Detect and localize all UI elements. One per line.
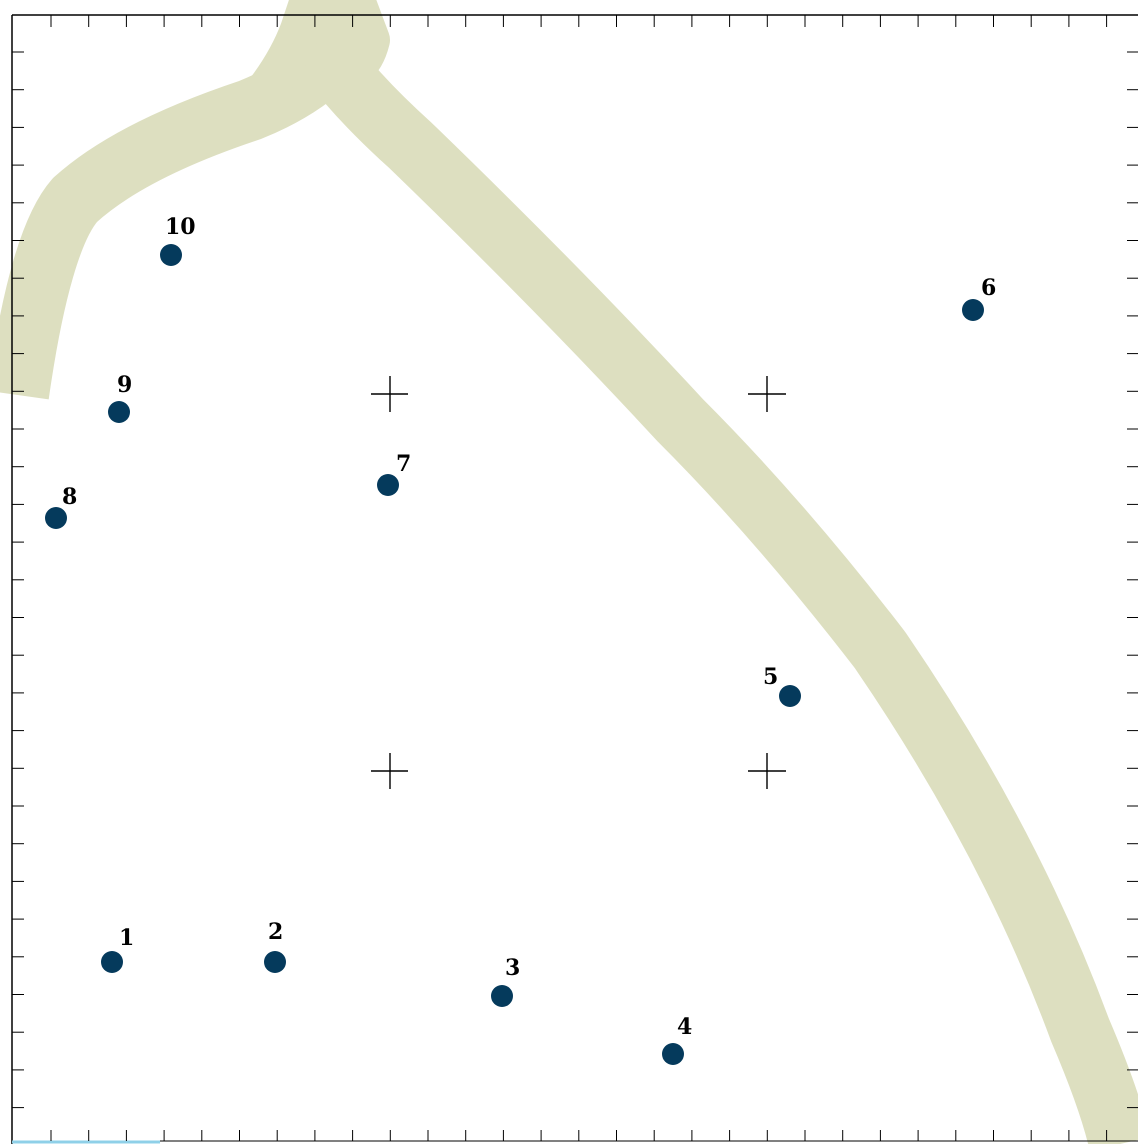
point-marker — [108, 401, 130, 423]
cross-marker — [748, 753, 786, 789]
map-point[interactable]: 3 — [491, 955, 520, 1007]
point-label: 7 — [396, 451, 411, 477]
point-label: 4 — [677, 1014, 692, 1040]
point-label: 8 — [62, 484, 77, 510]
road-band — [0, 29, 1138, 1144]
point-label: 9 — [117, 372, 132, 398]
frame-ticks — [12, 15, 1138, 1141]
point-marker — [264, 951, 286, 973]
cross-marker — [748, 376, 786, 412]
map-point[interactable]: 10 — [160, 214, 196, 266]
road-band-top — [234, 0, 390, 124]
point-marker — [101, 951, 123, 973]
point-marker — [662, 1043, 684, 1065]
point-marker — [962, 299, 984, 321]
cross-marker — [371, 376, 408, 412]
map-point[interactable]: 4 — [662, 1014, 692, 1065]
point-label: 10 — [165, 214, 196, 240]
map-point[interactable]: 9 — [108, 372, 132, 423]
point-marker — [779, 685, 801, 707]
point-label: 6 — [981, 275, 996, 301]
point-marker — [160, 244, 182, 266]
point-label: 2 — [268, 919, 283, 945]
cross-marker — [371, 753, 408, 789]
point-marker — [45, 507, 67, 529]
point-label: 3 — [505, 955, 520, 981]
grid-crosses — [371, 376, 786, 789]
map-point[interactable]: 7 — [377, 451, 411, 496]
point-marker — [491, 985, 513, 1007]
point-label: 1 — [119, 925, 134, 951]
map-point[interactable]: 2 — [264, 919, 286, 973]
point-label: 5 — [763, 664, 778, 690]
map-point[interactable]: 1 — [101, 925, 134, 973]
map-point[interactable]: 5 — [763, 664, 801, 707]
map-point[interactable]: 8 — [45, 484, 77, 529]
point-marker — [377, 474, 399, 496]
map-point[interactable]: 6 — [962, 275, 996, 321]
